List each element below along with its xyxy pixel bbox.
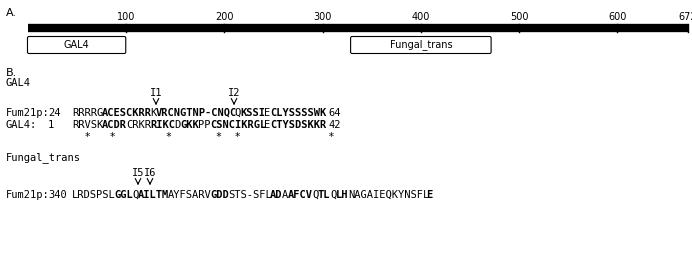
Text: I5: I5 — [131, 168, 144, 178]
Text: GAL4: GAL4 — [6, 78, 31, 88]
Text: 300: 300 — [313, 12, 332, 22]
Text: LRDSPSL: LRDSPSL — [72, 190, 116, 200]
Text: Fum21p:: Fum21p: — [6, 108, 50, 118]
Text: I1: I1 — [149, 88, 162, 98]
Text: AILTM: AILTM — [138, 190, 170, 200]
Text: Q: Q — [312, 190, 318, 200]
Text: 64: 64 — [328, 108, 340, 118]
Text: A: A — [282, 190, 289, 200]
Text: TL: TL — [318, 190, 331, 200]
Text: AFCV: AFCV — [288, 190, 313, 200]
Text: 400: 400 — [412, 12, 430, 22]
Text: AD: AD — [270, 190, 282, 200]
Text: PP: PP — [198, 120, 210, 130]
FancyBboxPatch shape — [351, 36, 491, 54]
Text: LH: LH — [336, 190, 349, 200]
FancyBboxPatch shape — [28, 36, 126, 54]
Text: RRVSK: RRVSK — [72, 120, 103, 130]
Text: K: K — [150, 108, 156, 118]
Text: 42: 42 — [328, 120, 340, 130]
Text: E: E — [426, 190, 432, 200]
Text: CSNCIKRGL: CSNCIKRGL — [210, 120, 266, 130]
Text: CLYSSSSWK: CLYSSSSWK — [270, 108, 326, 118]
Text: ACESCKRR: ACESCKRR — [102, 108, 152, 118]
Text: I2: I2 — [228, 88, 240, 98]
Text: Fungal_trans: Fungal_trans — [6, 152, 81, 163]
Text: VRCNGTNP-CNQC: VRCNGTNP-CNQC — [156, 108, 237, 118]
Text: 600: 600 — [608, 12, 626, 22]
Text: GKK: GKK — [180, 120, 199, 130]
Text: E: E — [264, 108, 271, 118]
Text: KSSI: KSSI — [240, 108, 265, 118]
Text: AYFSARV: AYFSARV — [168, 190, 212, 200]
Text: ACDR: ACDR — [102, 120, 127, 130]
Text: Fum21p:: Fum21p: — [6, 190, 50, 200]
Text: STS-SFL: STS-SFL — [228, 190, 272, 200]
Text: A.: A. — [6, 8, 17, 18]
Text: Q: Q — [234, 108, 240, 118]
Text: CRKR: CRKR — [126, 120, 151, 130]
Text: 500: 500 — [510, 12, 528, 22]
Text: 1: 1 — [48, 120, 54, 130]
Text: GAL4:: GAL4: — [6, 120, 37, 130]
Text: CTYSDSKKR: CTYSDSKKR — [270, 120, 326, 130]
Text: 200: 200 — [215, 12, 234, 22]
Text: GDD: GDD — [210, 190, 229, 200]
Text: RRRRG: RRRRG — [72, 108, 103, 118]
Text: Q: Q — [132, 190, 138, 200]
Text: E: E — [264, 120, 271, 130]
Text: 340: 340 — [48, 190, 66, 200]
Text: Q: Q — [330, 190, 336, 200]
Text: I6: I6 — [144, 168, 156, 178]
Text: RIKC: RIKC — [150, 120, 175, 130]
Text: 24: 24 — [48, 108, 60, 118]
Text: *   *        *       *  *              *: * * * * * * — [72, 132, 334, 142]
Text: 100: 100 — [117, 12, 136, 22]
Text: 672: 672 — [679, 12, 692, 22]
Text: GGL: GGL — [114, 190, 133, 200]
Text: Fungal_trans: Fungal_trans — [390, 39, 452, 50]
Text: D: D — [174, 120, 180, 130]
Text: B.: B. — [6, 68, 17, 78]
Text: NAGAIEQKYNSFL: NAGAIEQKYNSFL — [348, 190, 429, 200]
Text: GAL4: GAL4 — [64, 40, 89, 50]
